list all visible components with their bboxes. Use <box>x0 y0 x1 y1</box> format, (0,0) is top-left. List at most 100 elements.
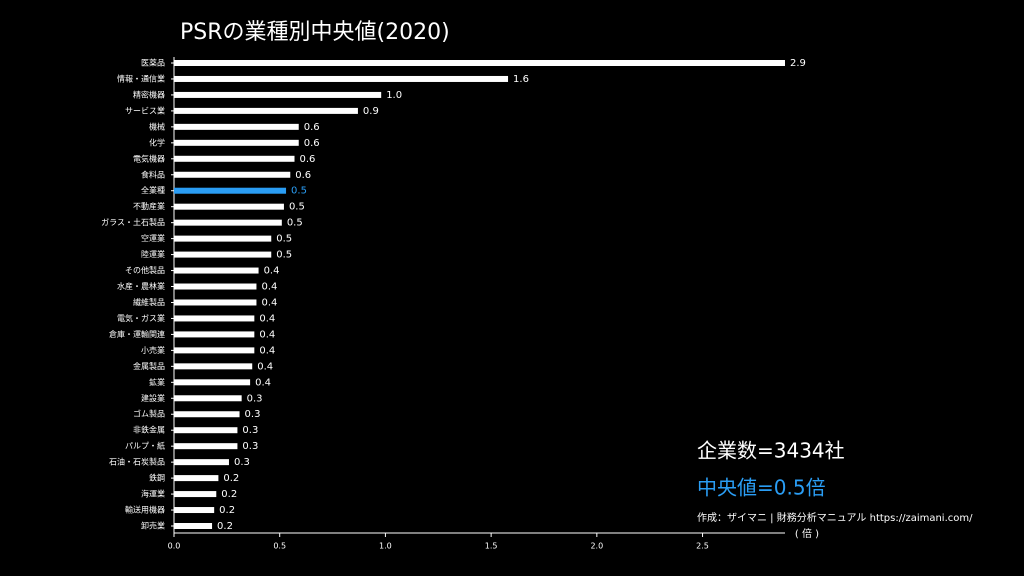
value-label: 0.4 <box>259 345 275 356</box>
y-tick-label: 化学 <box>149 137 165 147</box>
y-tick-label: 鉄鋼 <box>149 473 165 483</box>
bar <box>174 347 255 354</box>
chart-title: PSRの業種別中央値(2020) <box>180 20 450 45</box>
y-tick-label: ガラス・土石製品 <box>101 217 165 227</box>
y-tick-label: 電気機器 <box>133 153 165 163</box>
value-label: 0.4 <box>257 361 273 372</box>
value-label: 0.3 <box>242 425 258 436</box>
y-tick-label: 小売業 <box>141 345 165 355</box>
value-label: 0.4 <box>259 313 275 324</box>
bar <box>174 363 253 370</box>
bar <box>174 155 295 162</box>
y-tick-label: 水産・農林業 <box>117 281 165 291</box>
annotation: 作成：ザイマニ | 財務分析マニュアル https://zaimani.com/ <box>697 511 973 524</box>
y-tick-label: 情報・通信業 <box>117 73 165 83</box>
y-tick-label: 金属製品 <box>133 361 165 371</box>
y-tick-label: ゴム製品 <box>133 409 165 419</box>
value-label: 0.2 <box>221 489 237 500</box>
y-tick-label: 建設業 <box>141 393 165 403</box>
annotation: 中央値=0.5倍 <box>697 476 826 500</box>
value-label: 0.3 <box>247 393 263 404</box>
bar <box>174 443 238 450</box>
bar <box>174 411 240 418</box>
bar <box>174 187 287 194</box>
value-label: 0.2 <box>219 505 235 516</box>
y-tick-label: 全業種 <box>141 185 165 195</box>
x-tick-label: 0.0 <box>168 542 181 551</box>
bar <box>174 491 217 498</box>
y-tick-label: 機械 <box>149 121 165 131</box>
y-tick-label: 空運業 <box>141 233 165 243</box>
y-tick-label: 海運業 <box>141 489 165 499</box>
value-label: 0.6 <box>295 170 311 181</box>
y-tick-label: 非鉄金属 <box>133 425 165 435</box>
bar <box>174 475 219 482</box>
value-label: 0.4 <box>261 297 277 308</box>
x-tick-label: 2.5 <box>696 542 709 551</box>
bar <box>174 315 255 322</box>
y-tick-label: 精密機器 <box>133 89 165 99</box>
value-label: 0.6 <box>304 138 320 149</box>
x-axis-label: ( 倍 ) <box>795 527 819 540</box>
y-tick-label: 鉱業 <box>149 377 165 387</box>
bar <box>174 459 229 466</box>
x-tick-label: 1.5 <box>485 542 498 551</box>
bar <box>174 331 255 338</box>
value-label: 0.4 <box>259 329 275 340</box>
x-tick-label: 0.5 <box>273 542 286 551</box>
bar <box>174 91 382 98</box>
y-tick-label: 食料品 <box>141 169 165 179</box>
y-tick-label: 不動産業 <box>133 201 165 211</box>
value-label: 0.5 <box>291 186 307 197</box>
bar <box>174 251 272 258</box>
y-tick-label: 石油・石炭製品 <box>109 457 165 467</box>
value-label: 0.4 <box>261 282 277 293</box>
value-label: 1.0 <box>386 90 402 101</box>
y-tick-label: 卸売業 <box>141 521 165 531</box>
y-tick-label: その他製品 <box>125 265 165 275</box>
y-tick-label: 繊維製品 <box>133 297 165 307</box>
bar <box>174 235 272 242</box>
value-label: 0.5 <box>276 250 292 261</box>
value-label: 0.4 <box>255 377 271 388</box>
annotation: 企業数=3434社 <box>697 439 845 463</box>
bar <box>174 267 259 274</box>
value-label: 0.3 <box>234 457 250 468</box>
bar <box>174 219 282 226</box>
bar <box>174 107 358 114</box>
value-label: 1.6 <box>513 74 529 85</box>
bar <box>174 395 242 402</box>
bar <box>174 75 509 82</box>
value-label: 0.3 <box>245 409 261 420</box>
value-label: 2.9 <box>790 58 806 69</box>
bar <box>174 283 257 290</box>
y-tick-label: 電気・ガス業 <box>117 313 165 323</box>
y-tick-label: サービス業 <box>125 105 165 115</box>
value-label: 0.6 <box>304 122 320 133</box>
y-tick-label: 陸運業 <box>141 249 165 259</box>
value-label: 0.5 <box>276 234 292 245</box>
bar <box>174 123 299 130</box>
y-tick-label: 倉庫・運輸関連 <box>109 329 165 339</box>
bar <box>174 171 291 178</box>
value-label: 0.4 <box>264 266 280 277</box>
value-label: 0.5 <box>289 202 305 213</box>
bar <box>174 427 238 434</box>
value-label: 0.9 <box>363 106 379 117</box>
bar <box>174 203 284 210</box>
x-tick-label: 1.0 <box>379 542 392 551</box>
value-label: 0.5 <box>287 218 303 229</box>
bar <box>174 523 213 529</box>
x-tick-label: 2.0 <box>590 542 603 551</box>
value-label: 0.3 <box>242 441 258 452</box>
value-label: 0.6 <box>300 154 316 165</box>
value-label: 0.2 <box>217 521 233 532</box>
y-tick-label: パルプ・紙 <box>125 441 165 451</box>
y-tick-label: 輸送用機器 <box>125 505 165 515</box>
bar <box>174 379 251 386</box>
bar <box>174 507 215 514</box>
y-tick-label: 医薬品 <box>141 58 165 68</box>
bar <box>174 299 257 306</box>
